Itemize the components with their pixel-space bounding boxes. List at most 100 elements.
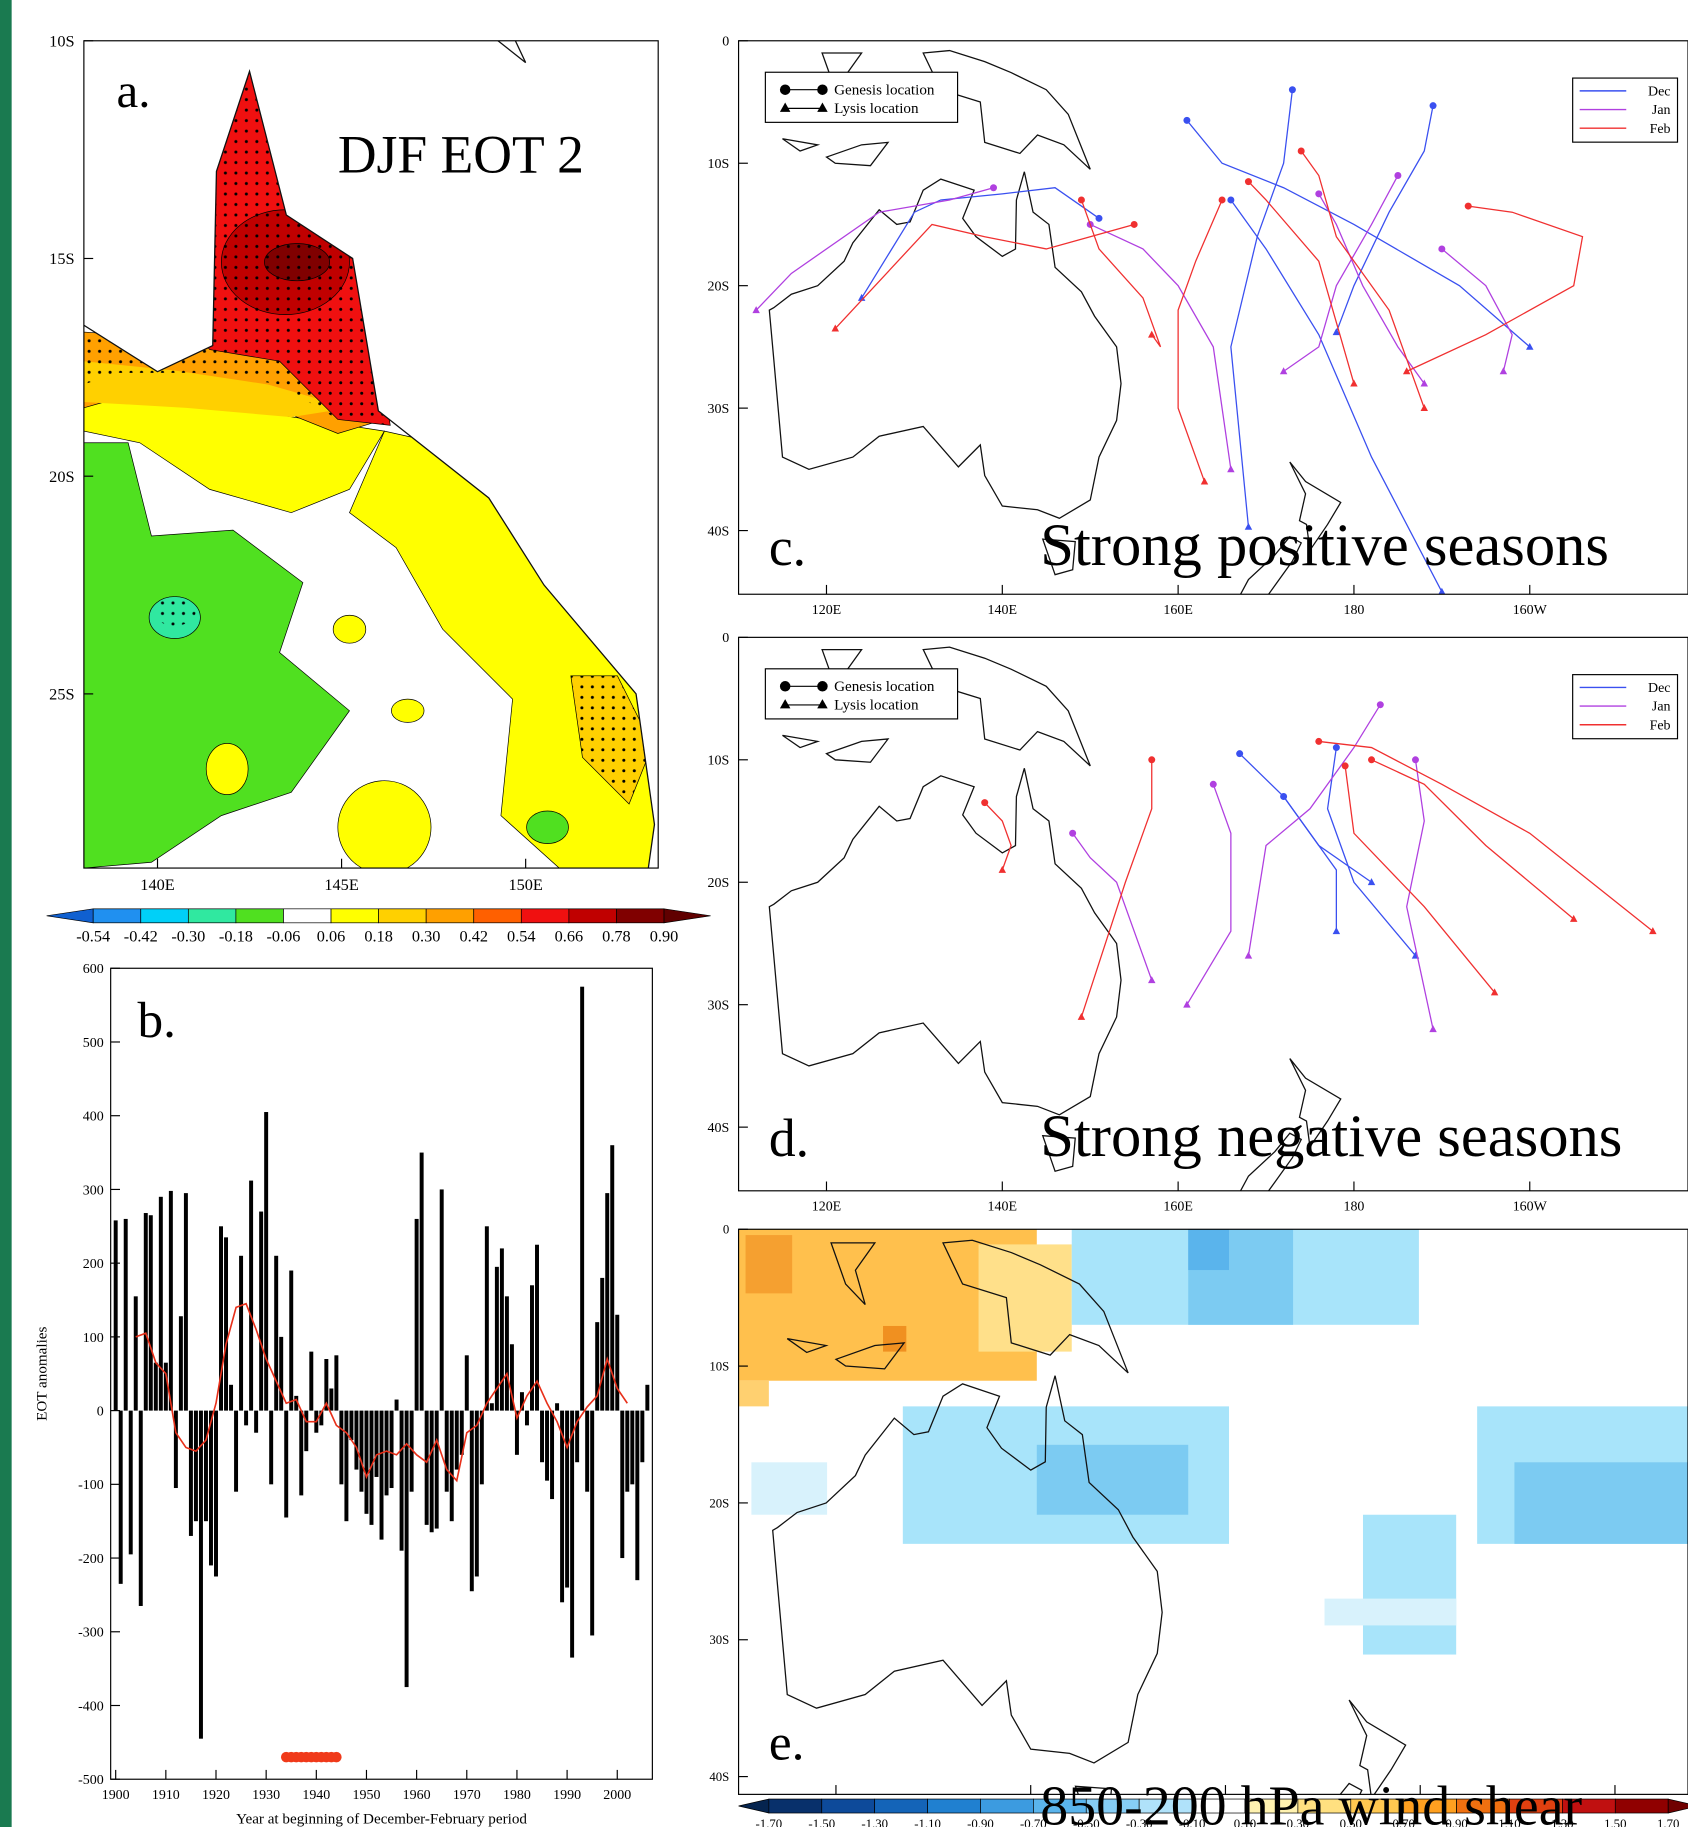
bar xyxy=(349,1410,354,1441)
lysis-point xyxy=(1490,988,1499,996)
map-coast-group xyxy=(83,40,656,869)
bar xyxy=(133,1296,138,1411)
legend-label: Lysis location xyxy=(834,101,919,117)
coastline xyxy=(83,40,656,869)
cyclone-track xyxy=(1089,223,1232,470)
y-tick-label: -400 xyxy=(78,1699,104,1714)
y-tick-label: 30S xyxy=(708,999,730,1014)
genesis-point xyxy=(1148,756,1156,764)
colorbar-label: -0.70 xyxy=(1020,1817,1047,1827)
bar xyxy=(630,1410,635,1485)
bar xyxy=(344,1410,349,1522)
colorbar-label: 0.78 xyxy=(602,926,631,945)
bar xyxy=(193,1410,198,1522)
map-group xyxy=(752,49,1584,595)
lysis-point xyxy=(1227,465,1235,473)
colorbar-box xyxy=(140,908,189,924)
map-group xyxy=(768,646,1657,1191)
lysis-point xyxy=(1077,1012,1086,1020)
cyclone-track xyxy=(1300,150,1425,409)
bar xyxy=(148,1215,153,1411)
bar xyxy=(530,1285,534,1411)
bar xyxy=(615,1314,620,1411)
lysis-point xyxy=(1148,976,1156,984)
bar xyxy=(173,1410,178,1489)
cyclone-track xyxy=(1080,199,1162,348)
colorbar-label: 0.54 xyxy=(507,926,536,945)
x-tick-label: 160E xyxy=(1163,603,1192,618)
cyclone-track xyxy=(1186,784,1232,1006)
y-tick-label: 20S xyxy=(708,876,730,891)
lysis-point xyxy=(1367,878,1376,886)
genesis-point xyxy=(1280,793,1288,801)
bar xyxy=(635,1410,640,1581)
panel-title: 850-200 hPa wind shear xyxy=(1040,1776,1582,1827)
genesis-point xyxy=(990,184,998,192)
bar xyxy=(600,1277,605,1411)
lysis-point xyxy=(1148,330,1156,338)
bar xyxy=(224,1237,229,1411)
bar xyxy=(429,1410,434,1533)
colorbar-box xyxy=(378,908,427,924)
genesis-point xyxy=(1429,102,1437,110)
x-tick-label: 140E xyxy=(988,603,1017,618)
bar xyxy=(284,1410,289,1518)
panel-title: Strong positive seasons xyxy=(1040,512,1609,579)
bar xyxy=(359,1410,364,1492)
y-tick-label: 600 xyxy=(83,962,104,977)
bar xyxy=(304,1410,309,1452)
lysis-point xyxy=(1526,342,1534,350)
plot-frame xyxy=(83,40,659,869)
bar xyxy=(324,1359,329,1411)
bar xyxy=(605,1193,610,1411)
bar xyxy=(329,1388,334,1411)
bar xyxy=(259,1211,264,1411)
colorbar-box xyxy=(874,1798,928,1814)
genesis-point xyxy=(1069,829,1077,837)
cyclone-track xyxy=(1318,193,1425,385)
genesis-point xyxy=(1095,214,1103,222)
colorbar-label: -1.70 xyxy=(756,1817,783,1827)
bar xyxy=(494,1266,499,1411)
genesis-point xyxy=(1130,220,1138,228)
colorbar-end xyxy=(663,908,711,924)
bar xyxy=(118,1410,123,1584)
cyclone-track xyxy=(1318,740,1654,932)
cyclone-track xyxy=(1230,89,1294,527)
bar xyxy=(580,986,585,1411)
genesis-point xyxy=(981,799,989,807)
lysis-point xyxy=(1420,379,1428,387)
coastline xyxy=(768,646,1342,1191)
colorbar-box xyxy=(980,1798,1034,1814)
genesis-point xyxy=(1209,780,1217,788)
bar xyxy=(545,1410,550,1481)
x-tick-label: 160W xyxy=(1513,603,1548,618)
bar xyxy=(474,1410,479,1577)
cyclone-track xyxy=(1247,704,1381,956)
plot-frame xyxy=(737,1228,1688,1795)
x-tick-label: 1940 xyxy=(302,1788,330,1803)
lysis-point xyxy=(1499,367,1508,375)
coastline xyxy=(768,49,1342,595)
cyclone-track xyxy=(1441,248,1513,372)
bar xyxy=(389,1410,394,1489)
y-tick-label: 0 xyxy=(722,35,729,50)
cyclone-track xyxy=(1177,199,1223,482)
panel-label: d. xyxy=(769,1108,809,1168)
x-tick-label: 140E xyxy=(140,875,174,894)
x-tick-label: 150E xyxy=(508,875,542,894)
genesis-point xyxy=(1218,196,1226,204)
colorbar-box xyxy=(92,908,142,924)
bar xyxy=(409,1410,414,1492)
legend-label: Feb xyxy=(1650,718,1671,733)
cyclone-track xyxy=(1247,181,1355,384)
lysis-point xyxy=(1332,927,1341,935)
bar xyxy=(279,1336,284,1411)
bar xyxy=(269,1410,274,1485)
colorbar-end xyxy=(46,908,94,924)
legend-label: Genesis location xyxy=(834,82,935,98)
lysis-point xyxy=(1183,1000,1191,1008)
bar xyxy=(178,1316,183,1411)
bar xyxy=(203,1410,208,1522)
